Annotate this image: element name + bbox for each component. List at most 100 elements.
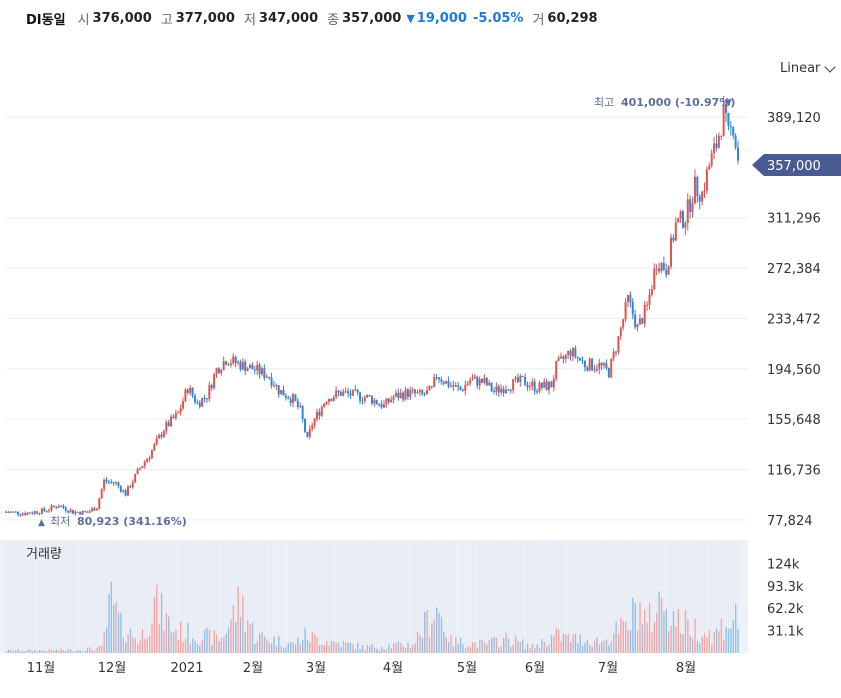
volume-bar <box>41 650 43 653</box>
volume-bar <box>93 650 96 653</box>
candle-body <box>239 362 242 370</box>
volume-bar <box>134 638 136 653</box>
candle-body <box>727 112 730 127</box>
volume-bar <box>636 630 639 653</box>
candle-body <box>21 513 24 515</box>
candle-body <box>674 222 677 241</box>
volume-bar <box>313 633 316 653</box>
candle-body <box>555 361 558 379</box>
volume-bar <box>256 641 258 653</box>
volume-bar <box>304 627 306 653</box>
volume-bar <box>36 651 38 653</box>
volume-bar <box>491 638 493 653</box>
candle-body <box>62 506 65 508</box>
candle-body <box>650 289 653 295</box>
candle-body <box>672 237 675 241</box>
candle-body <box>691 203 694 212</box>
candle-body <box>717 135 720 148</box>
candle-body <box>459 386 462 390</box>
candle-body <box>411 389 414 391</box>
candle-body <box>481 378 484 383</box>
candle-body <box>131 482 134 488</box>
volume-bar <box>531 644 534 653</box>
candle-body <box>648 294 651 305</box>
candle-body <box>478 378 481 386</box>
candle-body <box>540 382 543 388</box>
volume-tick-label: 62.2k <box>767 602 804 617</box>
candle-body <box>562 356 565 360</box>
current-price-text: 357,000 <box>767 159 821 174</box>
volume-bar <box>613 633 615 653</box>
volume-bar <box>481 639 483 653</box>
candle-body <box>349 393 352 396</box>
volume-bar <box>247 620 249 653</box>
volume-bar <box>101 645 103 653</box>
volume-bar <box>275 646 278 653</box>
candle-body <box>512 379 515 391</box>
volume-bar <box>589 645 591 653</box>
volume-bar <box>268 643 270 653</box>
volume-bar <box>586 639 589 653</box>
volume-bar <box>361 644 364 653</box>
candle-body <box>330 398 333 402</box>
candle-body <box>471 378 474 381</box>
volume-bar <box>555 628 557 653</box>
volume-bar <box>74 651 77 653</box>
volume-bar <box>629 630 632 653</box>
candle-body <box>203 397 206 399</box>
candle-body <box>488 382 491 386</box>
volume-tick-label: 93.3k <box>767 580 804 595</box>
volume-bar <box>730 628 732 653</box>
volume-bar <box>596 637 598 653</box>
volume-bar <box>366 644 369 653</box>
candle-body <box>457 385 460 387</box>
candle-body <box>603 363 606 366</box>
candle-body <box>193 395 196 403</box>
candle-body <box>686 199 689 224</box>
volume-bar <box>574 633 577 653</box>
candle-body <box>141 465 144 468</box>
candle-body <box>150 450 153 459</box>
volume-bar <box>72 651 74 653</box>
candle-body <box>136 469 139 475</box>
volume-bar <box>605 639 608 653</box>
volume-bar <box>584 643 586 653</box>
volume-bar <box>335 642 337 653</box>
candle-body <box>693 176 696 204</box>
candle-body <box>337 390 340 393</box>
volume-bar <box>213 630 215 653</box>
volume-bar <box>713 632 715 653</box>
candle-body <box>227 364 230 366</box>
volume-bar <box>677 609 679 653</box>
volume-bar <box>194 640 196 653</box>
candle-body <box>612 351 615 359</box>
chevron-down-icon <box>824 60 837 73</box>
volume-bar <box>60 648 62 653</box>
candle-body <box>476 376 479 386</box>
candle-body <box>600 363 603 366</box>
candle-body <box>514 377 517 380</box>
candle-body <box>26 512 29 515</box>
candle-body <box>545 381 548 390</box>
candle-body <box>567 350 570 355</box>
candle-body <box>160 434 163 437</box>
volume-bar <box>737 629 739 653</box>
volume-bar <box>302 640 304 653</box>
candle-body <box>581 360 584 362</box>
volume-bar <box>309 642 311 653</box>
time-tick-label: 6월 <box>525 661 545 676</box>
candle-body <box>521 375 524 377</box>
candle-body <box>117 482 120 486</box>
candle-body <box>387 398 390 403</box>
current-price-tag: 357,000 <box>752 154 841 176</box>
volume-bar <box>392 643 395 653</box>
candle-body <box>550 381 553 388</box>
scale-dropdown[interactable]: Linear <box>780 60 837 76</box>
candle-body <box>653 269 656 290</box>
volume-bar <box>653 622 656 653</box>
volume-bar <box>31 651 34 653</box>
candle-body <box>115 482 118 484</box>
candle-body <box>586 367 589 371</box>
volume-bar <box>711 644 713 653</box>
